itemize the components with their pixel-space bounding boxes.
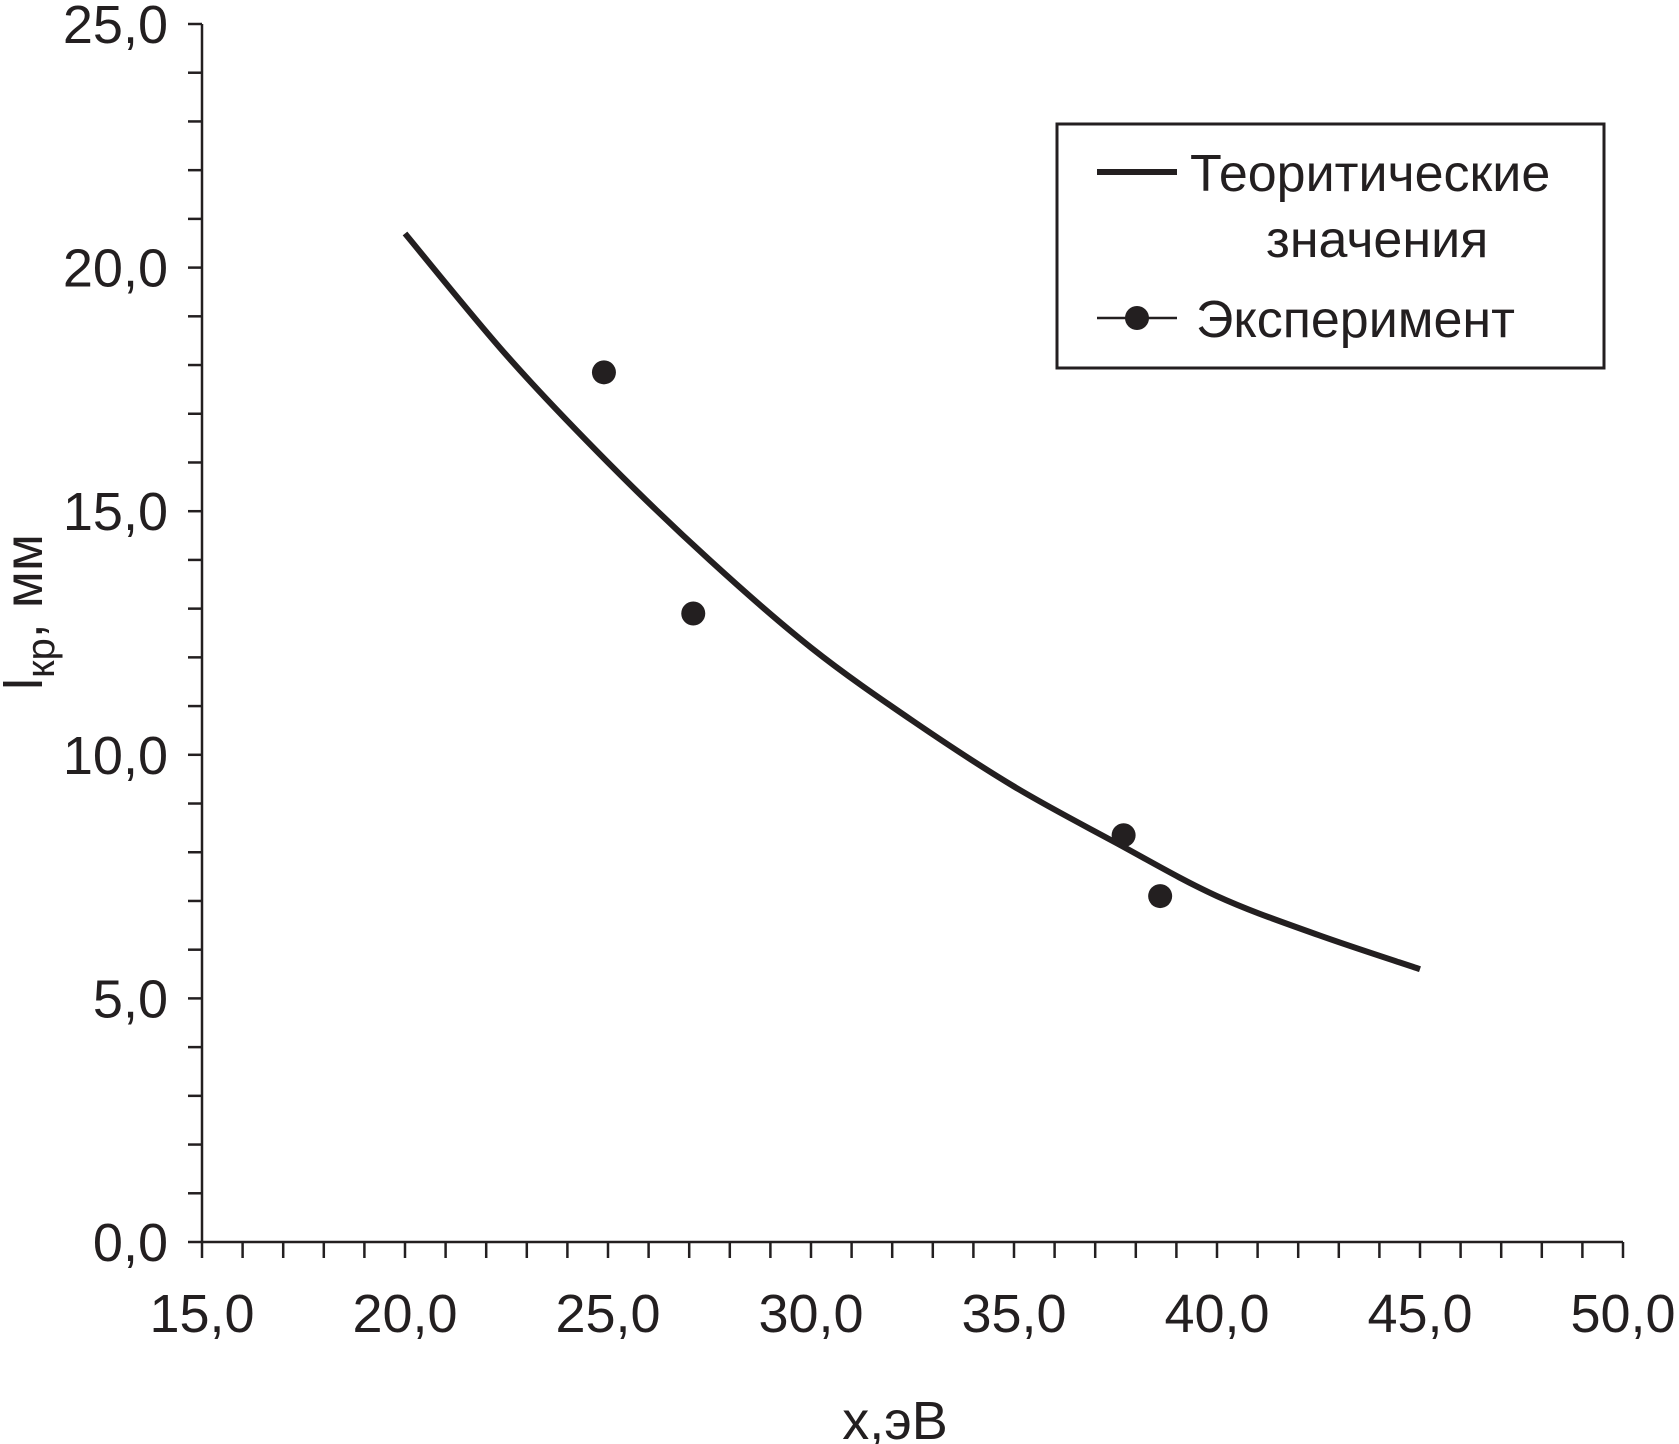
x-tick-label: 45,0 xyxy=(1367,1284,1472,1344)
x-tick-label: 25,0 xyxy=(555,1284,660,1344)
legend-box xyxy=(1055,122,1606,370)
y-tick-label: 0,0 xyxy=(93,1213,168,1273)
y-axis-title-subscript: кр xyxy=(19,638,63,678)
axes: 15,0 20,0 25,0 30,0 35,0 40,0 45,0 50,0 0,0 5,0 1… xyxy=(63,0,1676,1344)
x-tick-label: 50,0 xyxy=(1570,1284,1675,1344)
experiment-point xyxy=(681,601,706,626)
x-tick-label: 15,0 xyxy=(149,1284,254,1344)
x-tick-label: 35,0 xyxy=(961,1284,1066,1344)
theory-curve xyxy=(402,231,1421,973)
experiment-point xyxy=(1111,823,1136,848)
x-tick-label: 40,0 xyxy=(1164,1284,1269,1344)
plot-area xyxy=(402,231,1421,973)
legend: Теоритические значения Эксперимент xyxy=(1055,122,1606,370)
y-tick-label: 15,0 xyxy=(63,482,168,542)
y-tick-label: 10,0 xyxy=(63,726,168,786)
y-ticks: 0,0 5,0 10,0 15,0 20,0 25,0 xyxy=(63,0,202,1273)
y-axis-title-main: l xyxy=(0,678,54,690)
y-axis-title-unit: , мм xyxy=(0,534,54,638)
x-ticks: 15,0 20,0 25,0 30,0 35,0 40,0 45,0 50,0 xyxy=(149,1242,1676,1344)
experiment-point xyxy=(591,360,616,385)
x-axis-title: x,эВ xyxy=(842,1391,948,1444)
legend-label-theory-line2: значения xyxy=(1266,211,1488,269)
y-tick-label: 5,0 xyxy=(93,969,168,1029)
x-tick-label: 30,0 xyxy=(758,1284,863,1344)
x-tick-label: 20,0 xyxy=(352,1284,457,1344)
legend-label-theory-line1: Теоритические xyxy=(1190,145,1550,203)
legend-marker-dot xyxy=(1125,306,1149,330)
y-axis-title: lкр, мм xyxy=(0,534,63,690)
legend-label-experiment: Эксперимент xyxy=(1196,291,1515,349)
experiment-point xyxy=(1148,884,1173,909)
y-tick-label: 25,0 xyxy=(63,0,168,55)
y-tick-label: 20,0 xyxy=(63,239,168,299)
